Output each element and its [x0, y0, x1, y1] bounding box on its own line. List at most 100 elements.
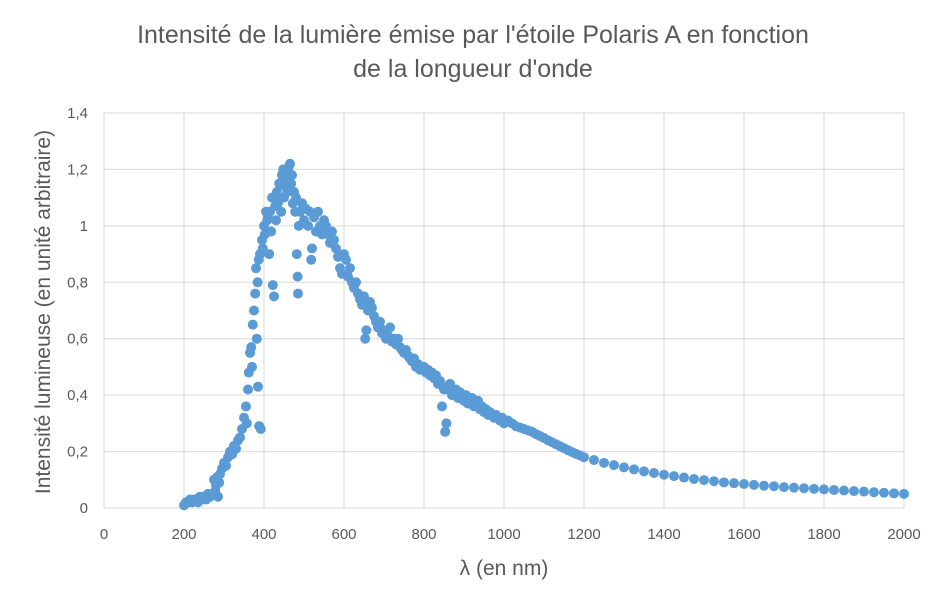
x-tick-label: 200 — [171, 526, 196, 543]
data-point — [879, 487, 889, 498]
data-point — [221, 460, 231, 471]
y-tick-label: 0,6 — [67, 331, 88, 348]
data-point — [729, 478, 739, 489]
data-point — [809, 483, 819, 494]
x-tick-label: 0 — [100, 526, 108, 543]
y-axis-title: Intensité lumineuse (en unité arbitraire… — [32, 130, 55, 494]
x-tick-label: 1800 — [807, 526, 840, 543]
data-point — [287, 170, 297, 181]
data-point — [589, 455, 599, 466]
x-tick-label: 2000 — [887, 526, 920, 543]
data-point — [345, 263, 355, 274]
data-point — [246, 342, 257, 353]
x-axis-title: λ (en nm) — [460, 557, 549, 580]
y-tick-label: 1,4 — [67, 105, 88, 122]
data-point — [709, 476, 719, 487]
data-point — [859, 486, 869, 497]
data-point — [739, 479, 749, 490]
y-tick-label: 1 — [80, 218, 88, 235]
data-point — [759, 480, 769, 491]
data-point — [213, 491, 223, 502]
data-point — [327, 226, 337, 237]
data-point — [255, 424, 266, 434]
data-point — [361, 325, 372, 336]
data-point — [360, 333, 371, 344]
x-tick-label: 1200 — [567, 526, 600, 543]
data-point — [253, 381, 263, 392]
x-tick-label: 600 — [331, 526, 356, 543]
data-point — [609, 460, 619, 471]
data-point — [869, 487, 879, 498]
x-tick-label: 800 — [411, 526, 436, 543]
data-point — [659, 469, 669, 480]
data-point — [329, 234, 339, 245]
data-point — [779, 482, 789, 493]
data-point — [393, 333, 403, 344]
x-tick-label: 1400 — [647, 526, 680, 543]
data-point — [437, 401, 447, 412]
data-point — [249, 305, 259, 316]
data-point — [293, 288, 303, 299]
data-point — [749, 479, 759, 490]
data-point — [291, 249, 302, 260]
y-tick-labels: 0 0,2 0,4 0,6 0,8 1 1,2 1,4 — [67, 105, 88, 517]
data-point — [889, 488, 899, 499]
data-point — [243, 384, 253, 395]
data-point — [276, 206, 287, 217]
data-point — [303, 220, 313, 231]
data-point — [241, 418, 252, 429]
data-point — [257, 243, 268, 254]
data-point — [313, 206, 323, 217]
data-point — [669, 471, 679, 482]
data-point — [385, 322, 395, 333]
x-tick-label: 400 — [251, 526, 276, 543]
data-point — [247, 361, 257, 372]
data-point — [331, 243, 341, 254]
data-point — [251, 333, 262, 344]
data-point — [699, 475, 709, 486]
data-point — [264, 249, 275, 260]
data-point — [235, 432, 245, 443]
data-point — [829, 484, 839, 495]
data-point — [214, 477, 225, 488]
data-point — [679, 472, 689, 483]
grid — [103, 112, 905, 509]
data-point — [250, 288, 261, 299]
data-point — [599, 457, 609, 468]
x-tick-labels: 0 200 400 600 800 1000 1200 1400 1600 1800 2000 — [100, 526, 921, 543]
data-point — [440, 426, 451, 437]
data-points — [179, 158, 909, 511]
y-tick-label: 0,4 — [67, 387, 88, 404]
data-point — [306, 254, 317, 265]
data-point — [271, 215, 281, 226]
data-point — [269, 291, 279, 302]
chart-title-line-2: de la longueur d'onde — [353, 55, 593, 83]
data-point — [629, 464, 639, 475]
data-point — [351, 277, 361, 288]
data-point — [619, 462, 629, 473]
y-tick-label: 0,2 — [67, 444, 88, 461]
data-point — [799, 483, 809, 494]
data-point — [819, 484, 829, 495]
data-point — [267, 280, 278, 291]
data-point — [689, 473, 699, 484]
data-point — [789, 482, 799, 493]
data-point — [639, 466, 649, 477]
data-point — [341, 254, 351, 265]
data-point — [769, 481, 779, 492]
data-point — [251, 263, 261, 274]
x-tick-label: 1000 — [487, 526, 520, 543]
data-point — [579, 452, 589, 463]
data-point — [441, 418, 452, 429]
data-point — [292, 271, 303, 282]
data-point — [839, 485, 849, 496]
y-tick-label: 0 — [80, 500, 88, 517]
y-tick-label: 0,8 — [67, 274, 88, 291]
data-point — [266, 226, 277, 237]
data-point — [849, 486, 859, 497]
data-point — [241, 401, 251, 412]
data-point — [286, 178, 297, 189]
y-tick-label: 1,2 — [67, 161, 88, 178]
x-tick-label: 1600 — [727, 526, 760, 543]
